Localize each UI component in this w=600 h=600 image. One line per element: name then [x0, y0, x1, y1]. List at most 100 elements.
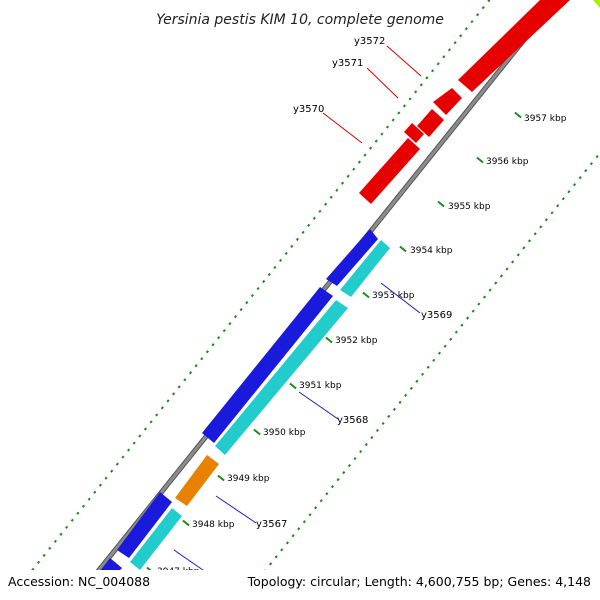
ring-dot	[364, 442, 368, 447]
ring-dot	[357, 160, 361, 164]
ring-dot	[436, 62, 440, 66]
tick-label: 3955 kbp	[448, 202, 491, 212]
ring-dot	[143, 427, 147, 431]
ring-dot	[471, 309, 475, 313]
ring-dot	[414, 90, 418, 94]
ring-dot	[516, 253, 520, 257]
gene-arrow-y3570b[interactable]	[404, 123, 424, 143]
ring-dot	[595, 154, 599, 159]
gene-arrow-y3570[interactable]	[359, 138, 420, 204]
ring-dot	[352, 167, 356, 171]
gene-label-y3567[interactable]: y3567	[256, 519, 287, 530]
tick-label: 3949 kbp	[227, 474, 270, 484]
gene-arrow-y3571[interactable]	[417, 109, 444, 137]
ring-dot	[550, 211, 554, 215]
ring-dot	[375, 428, 380, 433]
gene-label-y3572[interactable]: y3572	[354, 36, 385, 47]
scale-tick	[476, 156, 484, 164]
ring-dot	[70, 518, 74, 522]
ring-dot	[295, 237, 300, 241]
ring-dot	[499, 274, 503, 278]
ring-dot	[285, 541, 290, 545]
gene-arrow-y3567-cyan[interactable]	[130, 508, 182, 570]
ring-dot	[363, 153, 367, 157]
outer-dotted-ring	[240, 154, 599, 600]
ring-dot	[138, 434, 142, 438]
ring-dot	[340, 181, 345, 185]
ring-dot	[397, 111, 401, 115]
ring-dot	[314, 506, 318, 510]
ring-dot	[267, 272, 271, 277]
tick-label: 3950 kbp	[263, 428, 306, 438]
ring-dot	[290, 244, 294, 249]
ring-dot	[330, 485, 335, 489]
footer-background	[0, 570, 600, 600]
ring-dot	[477, 302, 481, 306]
ring-dot	[132, 441, 136, 445]
ring-dot	[539, 225, 543, 229]
reverse-strand-genes-blue	[77, 229, 378, 600]
ring-dot	[544, 218, 548, 222]
ring-dot	[115, 462, 119, 466]
ring-dot	[239, 308, 243, 312]
gene-arrow-y3569-blue[interactable]	[326, 229, 378, 286]
ring-dot	[65, 525, 69, 529]
ring-dot	[291, 534, 295, 538]
ring-dot	[250, 293, 254, 298]
tick-label: 3948 kbp	[192, 520, 235, 530]
ring-dot	[443, 344, 447, 348]
gene-label-y3569[interactable]: y3569	[421, 310, 452, 321]
ring-dot	[48, 546, 52, 550]
ring-dot	[336, 477, 340, 482]
ring-dot	[359, 449, 363, 454]
ring-dot	[325, 492, 329, 496]
ring-dot	[527, 239, 532, 243]
ring-dot	[466, 316, 470, 320]
ring-dot	[567, 190, 571, 194]
ring-dot	[166, 399, 170, 403]
gene-arrow-y3569-cyan[interactable]	[340, 240, 390, 297]
ring-dot	[391, 118, 395, 122]
ring-dot	[404, 393, 408, 397]
ring-dot	[342, 471, 346, 475]
gene-label-y3568[interactable]: y3568	[337, 415, 368, 426]
ring-dot	[347, 463, 351, 468]
tick-label: 3951 kbp	[299, 381, 342, 391]
genome-summary-text: Topology: circular; Length: 4,600,755 bp…	[247, 574, 591, 589]
leader-y3572	[386, 45, 422, 77]
ring-dot	[578, 176, 582, 180]
ring-dot	[476, 13, 480, 17]
tick-label: 3956 kbp	[486, 157, 529, 167]
leader-y3570	[322, 112, 363, 144]
gene-arrow-y3572-a[interactable]	[433, 88, 462, 115]
scale-tick	[289, 382, 297, 390]
ring-dot	[228, 322, 232, 326]
map-title: Yersinia pestis KIM 10, complete genome	[156, 12, 444, 28]
ring-dot	[194, 364, 198, 368]
ring-dot	[426, 365, 430, 369]
ring-dot	[53, 539, 57, 543]
ring-dot	[268, 562, 273, 566]
ring-dot	[329, 195, 333, 199]
tick-label: 3952 kbp	[335, 336, 378, 346]
ring-dot	[121, 455, 125, 459]
gene-arrow-y3567-blue[interactable]	[117, 492, 172, 558]
ring-dot	[308, 513, 312, 517]
ring-dot	[262, 279, 266, 284]
gene-arrow-y3572[interactable]	[458, 0, 570, 92]
gene-arrow-y3568-cyan[interactable]	[215, 300, 348, 455]
ring-dot	[432, 358, 436, 362]
ring-dot	[42, 553, 46, 558]
gene-label-y3571[interactable]: y3571	[332, 58, 363, 69]
ring-dot	[387, 414, 391, 419]
gene-label-y3570[interactable]: y3570	[293, 104, 324, 115]
ring-dot	[402, 104, 406, 108]
gene-label-leaders	[173, 45, 422, 578]
gene-arrow-y3568-blue[interactable]	[202, 287, 333, 443]
leader-y3568	[298, 391, 339, 420]
ring-dot	[335, 188, 339, 192]
ring-dot	[160, 406, 164, 410]
ring-dot	[200, 357, 204, 361]
gene-arrow-orange[interactable]	[175, 455, 219, 506]
